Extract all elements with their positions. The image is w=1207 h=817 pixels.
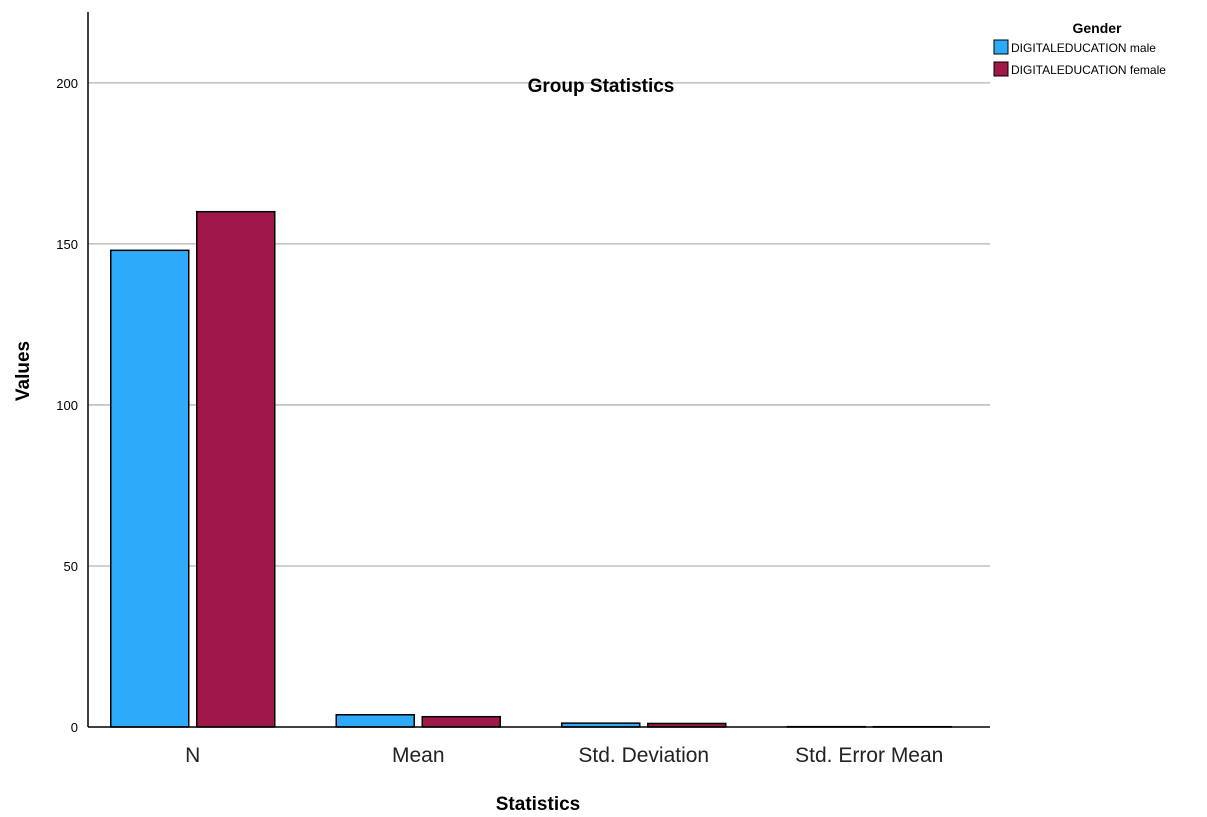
legend-label: DIGITALEDUCATION female [1011, 63, 1166, 77]
bar-female-0 [196, 210, 276, 728]
bar-female-1 [421, 715, 501, 728]
y-tick-label: 0 [71, 720, 78, 735]
bars [110, 210, 952, 728]
y-tick-label: 200 [56, 76, 78, 91]
y-tick-labels: 0 50 100 150 200 [56, 76, 78, 735]
legend: Gender DIGITALEDUCATION male DIGITALEDUCA… [993, 20, 1166, 77]
y-tick-label: 100 [56, 398, 78, 413]
axes [87, 12, 990, 728]
legend-label: DIGITALEDUCATION male [1011, 41, 1156, 55]
legend-swatch [993, 61, 1009, 77]
x-axis-title: Statistics [496, 794, 580, 815]
legend-title: Gender [1072, 20, 1122, 36]
x-category-label: Std. Deviation [578, 744, 709, 767]
y-tick-label: 150 [56, 237, 78, 252]
x-category-label: Std. Error Mean [795, 744, 943, 767]
bar-male-1 [335, 714, 415, 728]
bar-male-0 [110, 249, 190, 728]
legend-swatch [993, 39, 1009, 55]
x-category-labels: N Mean Std. Deviation Std. Error Mean [185, 744, 943, 767]
y-axis-title: Values [13, 341, 34, 401]
y-tick-label: 50 [64, 559, 78, 574]
x-category-label: Mean [392, 744, 445, 767]
chart-title: Group Statistics [528, 76, 675, 97]
x-category-label: N [185, 744, 200, 767]
